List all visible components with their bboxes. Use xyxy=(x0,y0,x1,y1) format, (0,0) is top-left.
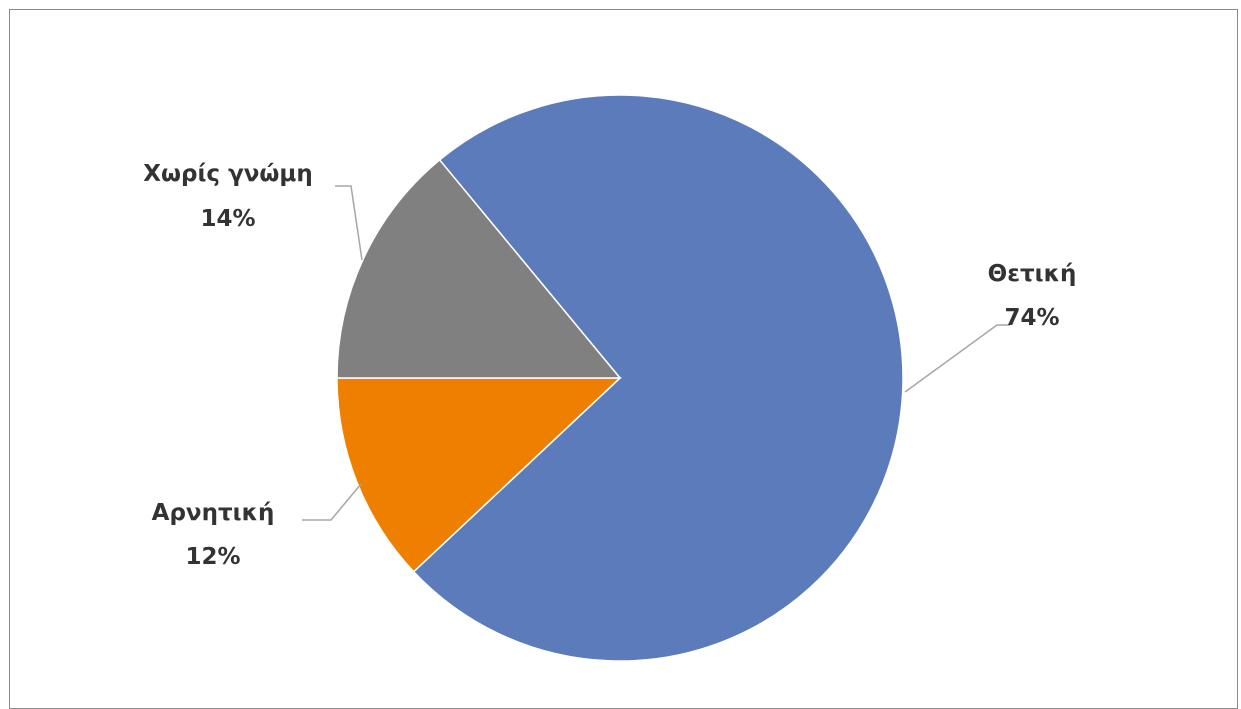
slice-category-label: Χωρίς γνώμη xyxy=(143,161,312,187)
slice-value-label: 14% xyxy=(200,206,255,232)
leader-lines xyxy=(302,185,1010,521)
leader-line-2 xyxy=(302,483,362,521)
slice-value-label: 74% xyxy=(1004,305,1059,331)
slice-category-label: Αρνητική xyxy=(152,500,275,526)
data-labels: Θετική 74% Αρνητική 12% Χωρίς γνώμη 14% xyxy=(143,161,1076,570)
slice-value-label: 12% xyxy=(185,544,240,570)
pie-slice-1 xyxy=(412,94,904,662)
pie-slices xyxy=(336,94,904,662)
slice-category-label: Θετική xyxy=(988,261,1077,287)
pie-slice-3 xyxy=(336,158,622,379)
leader-line-1 xyxy=(904,324,1010,393)
leader-line-3 xyxy=(335,185,363,261)
pie-slice-2 xyxy=(336,377,622,573)
